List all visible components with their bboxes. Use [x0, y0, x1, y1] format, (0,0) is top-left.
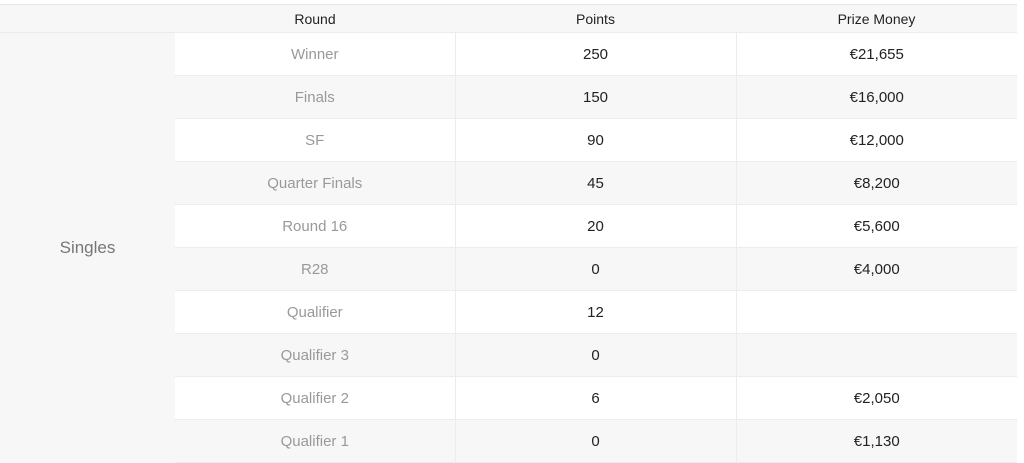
round-cell: Qualifier 1: [175, 419, 456, 463]
prize-money-cell: [736, 333, 1017, 377]
points-cell: 0: [455, 333, 737, 377]
prize-money-cell: [736, 290, 1017, 334]
prize-money-cell: €12,000: [736, 118, 1017, 162]
points-cell: 0: [455, 247, 737, 291]
points-cell: 250: [455, 32, 737, 76]
table-body: Singles Winner 250 €21,655 Finals 150 €16,000 S…: [0, 32, 1017, 463]
round-cell: SF: [175, 118, 456, 162]
table-row: Round 16 20 €5,600: [0, 204, 1017, 248]
table-row: SF 90 €12,000: [0, 118, 1017, 162]
points-cell: 6: [455, 376, 737, 420]
table-row: Finals 150 €16,000: [0, 75, 1017, 119]
points-cell: 12: [455, 290, 737, 334]
round-cell: Qualifier 3: [175, 333, 456, 377]
table-header-row: Round Points Prize Money: [0, 5, 1017, 33]
header-points: Points: [455, 5, 736, 33]
category-cell: Singles: [0, 32, 175, 463]
prize-money-cell: €16,000: [736, 75, 1017, 119]
points-cell: 20: [455, 204, 737, 248]
prize-money-cell: €2,050: [736, 376, 1017, 420]
table-row: Qualifier 12: [0, 290, 1017, 334]
prize-money-cell: €5,600: [736, 204, 1017, 248]
round-cell: Qualifier: [175, 290, 456, 334]
prize-money-cell: €4,000: [736, 247, 1017, 291]
prize-money-cell: €1,130: [736, 419, 1017, 463]
table-row: Qualifier 1 0 €1,130: [0, 419, 1017, 463]
prize-money-cell: €21,655: [736, 32, 1017, 76]
points-prize-table-container: Round Points Prize Money Singles Winner 25…: [0, 4, 1017, 463]
table-row: Qualifier 2 6 €2,050: [0, 376, 1017, 420]
header-prize-money: Prize Money: [736, 5, 1017, 33]
table-row: Singles Winner 250 €21,655: [0, 32, 1017, 463]
table-row: R28 0 €4,000: [0, 247, 1017, 291]
table-row: Quarter Finals 45 €8,200: [0, 161, 1017, 205]
prize-money-cell: €8,200: [736, 161, 1017, 205]
round-cell: Quarter Finals: [175, 161, 456, 205]
header-round: Round: [175, 5, 455, 33]
points-cell: 150: [455, 75, 737, 119]
round-cell: Qualifier 2: [175, 376, 456, 420]
round-cell: Round 16: [175, 204, 456, 248]
points-cell: 45: [455, 161, 737, 205]
round-cell: R28: [175, 247, 456, 291]
round-cell: Winner: [175, 32, 456, 76]
points-prize-table: Round Points Prize Money Singles Winner 25…: [0, 5, 1017, 463]
header-category: [0, 5, 175, 33]
round-cell: Finals: [175, 75, 456, 119]
points-cell: 0: [455, 419, 737, 463]
points-cell: 90: [455, 118, 737, 162]
